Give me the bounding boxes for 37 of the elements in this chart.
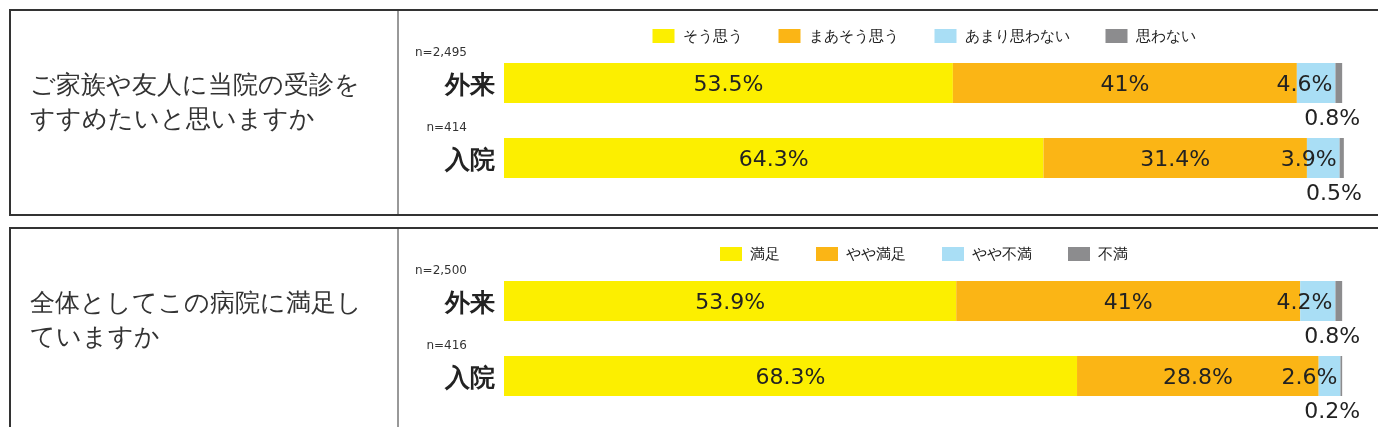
legend-label: そう思う: [682, 27, 743, 45]
data-label: 53.5%: [693, 71, 764, 96]
data-label: 53.9%: [695, 289, 766, 314]
data-label: 0.8%: [1304, 323, 1361, 348]
bar: [1335, 63, 1343, 103]
legend-label: あまり思わない: [964, 27, 1070, 45]
legend-label: 思わない: [1134, 27, 1196, 45]
y-tick-label: 外来: [444, 288, 495, 317]
text: n=416: [426, 338, 467, 352]
legend-label: やや不満: [972, 245, 1032, 263]
bar: [504, 138, 1044, 178]
data-label: 68.3%: [755, 364, 826, 389]
data-label: 31.4%: [1140, 146, 1211, 171]
text: n=414: [426, 120, 467, 134]
bar: [1339, 138, 1344, 178]
legend-label: まあそう思う: [808, 27, 899, 45]
bar: [504, 281, 957, 321]
y-tick-label: 外来: [444, 70, 495, 99]
legend-label: やや満足: [846, 245, 906, 263]
data-label: 0.5%: [1305, 180, 1362, 205]
text: 全体としてこの病院に満足していますか: [30, 288, 362, 351]
data-label: 41%: [1100, 71, 1150, 96]
bar: [1335, 281, 1343, 321]
legend-label: 満足: [750, 245, 780, 263]
bar: [504, 63, 953, 103]
legend-label: 不満: [1098, 245, 1128, 263]
data-label: 64.3%: [738, 146, 809, 171]
bar: [504, 356, 1078, 396]
data-label: 0.2%: [1304, 398, 1361, 423]
data-label: 41%: [1103, 289, 1153, 314]
y-tick-label: 入院: [444, 145, 495, 174]
data-label: 28.8%: [1162, 364, 1233, 389]
text: n=2,500: [414, 263, 467, 277]
y-tick-label: 入院: [444, 363, 495, 392]
data-label: 0.8%: [1304, 105, 1361, 130]
text: ご家族や友人に当院の受診をすすめたいと思いますか: [30, 70, 360, 133]
text: n=2,495: [414, 45, 467, 59]
